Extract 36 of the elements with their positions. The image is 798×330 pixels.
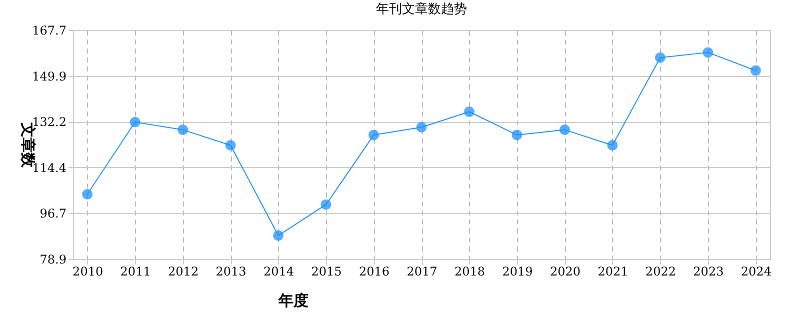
x-tick-label: 2016: [358, 264, 390, 278]
point: [512, 130, 522, 140]
point: [559, 124, 570, 136]
x-tick-label: 2010: [72, 264, 104, 278]
point: [702, 47, 714, 58]
x-tick-label: 2011: [120, 264, 151, 278]
point: [320, 199, 332, 210]
point: [130, 116, 140, 128]
x-tick-label: 2024: [740, 264, 772, 278]
x-tick-label: 2022: [645, 264, 676, 278]
x-tick-label: 2021: [598, 264, 628, 278]
point: [178, 124, 188, 136]
x-tick-label: 2018: [454, 264, 486, 278]
y-tick-label: 167.7: [32, 24, 66, 38]
point: [464, 106, 474, 117]
point: [607, 140, 618, 151]
point: [654, 52, 666, 63]
point: [368, 130, 380, 140]
x-tick-label: 2020: [550, 264, 580, 278]
y-tick-label: 96.7: [40, 206, 66, 221]
point: [750, 65, 761, 76]
x-axis-title: 年度: [278, 292, 308, 310]
x-tick-label: 2013: [216, 264, 246, 278]
x-tick-label: 2019: [502, 264, 533, 278]
point: [273, 230, 284, 241]
y-tick-label: 149.9: [32, 69, 66, 84]
x-tick-label: 2014: [264, 264, 294, 278]
point: [225, 140, 236, 151]
chart-title: 年刊文章数趋势: [376, 2, 467, 17]
point: [416, 122, 427, 132]
point: [82, 189, 93, 200]
x-tick-label: 2015: [311, 264, 342, 278]
x-tick-label: 2012: [168, 264, 199, 278]
x-tick-label: 2017: [406, 264, 438, 278]
y-tick-label: 78.9: [40, 252, 66, 266]
x-tick-label: 2023: [693, 264, 724, 278]
